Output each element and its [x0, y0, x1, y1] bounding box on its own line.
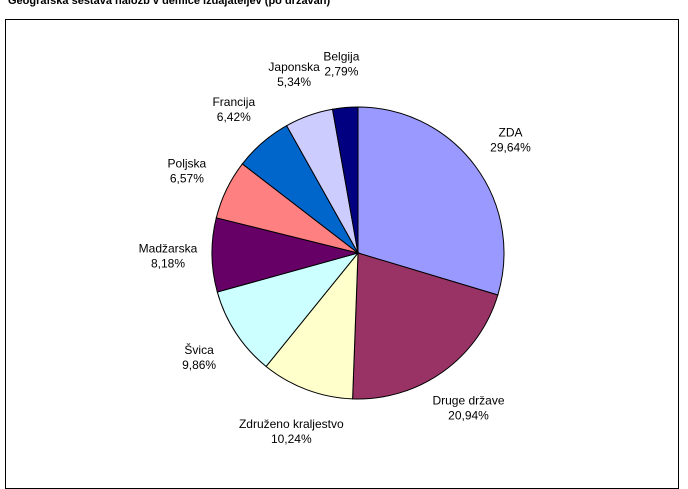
slice-value-8: 2,79% [324, 65, 358, 79]
slice-value-3: 9,86% [182, 358, 216, 372]
pie-slice-0 [357, 106, 505, 296]
slice-value-2: 10,24% [271, 432, 312, 446]
slice-name-0: ZDA [499, 126, 523, 140]
chart-title: Geografska sestava naložb v demice izdaj… [8, 0, 331, 7]
slice-value-5: 6,57% [170, 171, 204, 185]
slice-label-5: Poljska 6,57% [168, 156, 207, 185]
slice-name-2: Združeno kraljestvo [239, 417, 344, 431]
slice-label-6: Francija 6,42% [212, 95, 255, 124]
slice-label-8: Belgija 2,79% [323, 50, 359, 79]
slice-label-2: Združeno kraljestvo 10,24% [239, 417, 344, 446]
slice-name-8: Belgija [323, 50, 359, 64]
slice-name-6: Francija [212, 95, 255, 109]
slice-name-5: Poljska [168, 156, 207, 170]
slice-value-6: 6,42% [217, 110, 251, 124]
slice-name-3: Švica [184, 342, 214, 357]
pie-slice-2 [265, 251, 359, 400]
slice-name-7: Japonska [268, 60, 320, 74]
pie-slice-3 [216, 252, 360, 368]
pie-slices [211, 106, 505, 400]
pie-slice-1 [352, 252, 499, 400]
slice-label-3: Švica 9,86% [182, 342, 216, 372]
slice-name-1: Druge države [432, 394, 504, 408]
pie-slice-8 [331, 106, 359, 254]
slice-value-4: 8,18% [151, 257, 185, 271]
slice-label-4: Madžarska 8,18% [139, 242, 198, 271]
slice-name-4: Madžarska [139, 242, 198, 256]
slice-value-0: 29,64% [490, 141, 531, 155]
slice-value-1: 20,94% [448, 409, 489, 423]
slice-value-7: 5,34% [277, 75, 311, 89]
pie-labels: ZDA 29,64% Druge države 20,94% Združeno kral… [139, 50, 532, 446]
slice-label-7: Japonska 5,34% [268, 60, 320, 89]
slice-label-1: Druge države 20,94% [432, 394, 504, 423]
slice-label-0: ZDA 29,64% [490, 126, 531, 155]
